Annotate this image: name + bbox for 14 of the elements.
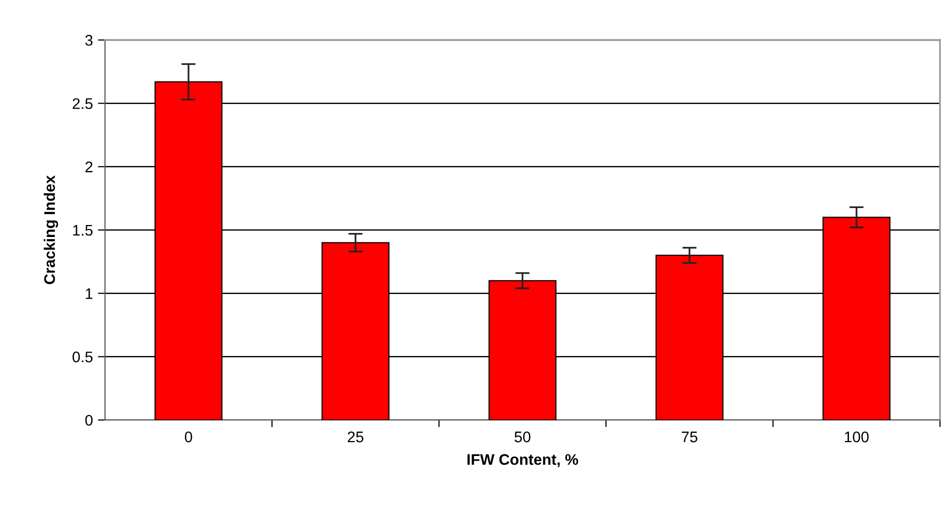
y-tick-label: 3 — [85, 34, 93, 46]
x-tick-label: 50 — [514, 432, 530, 442]
y-tick-label: 0.5 — [72, 352, 93, 362]
y-tick-label: 2.5 — [72, 98, 93, 110]
y-tick-label: 1 — [86, 288, 92, 299]
y-tick-label: 0 — [85, 414, 93, 426]
y-tick-label: 2 — [85, 162, 92, 172]
x-tick-label: 0 — [184, 432, 192, 442]
y-axis-title: Cracking Index — [44, 175, 58, 284]
x-tick-label: 75 — [682, 432, 698, 442]
x-tick-label: 100 — [844, 432, 869, 442]
x-axis-title: IFW Content, % — [468, 454, 578, 468]
y-tick-label: 1.5 — [73, 225, 93, 236]
x-tick-label: 25 — [348, 432, 364, 442]
